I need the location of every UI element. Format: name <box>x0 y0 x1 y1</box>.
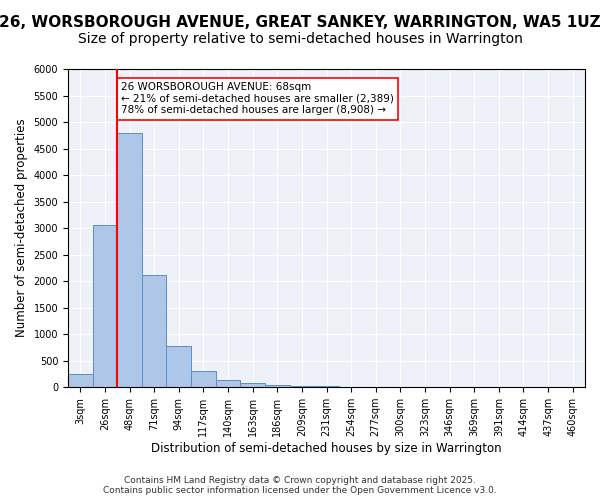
Bar <box>216 380 241 387</box>
Bar <box>166 346 191 387</box>
Text: 26 WORSBOROUGH AVENUE: 68sqm
← 21% of semi-detached houses are smaller (2,389)
7: 26 WORSBOROUGH AVENUE: 68sqm ← 21% of se… <box>121 82 394 116</box>
Text: 26, WORSBOROUGH AVENUE, GREAT SANKEY, WARRINGTON, WA5 1UZ: 26, WORSBOROUGH AVENUE, GREAT SANKEY, WA… <box>0 15 600 30</box>
Bar <box>117 132 142 387</box>
Bar <box>92 226 117 387</box>
Y-axis label: Number of semi-detached properties: Number of semi-detached properties <box>15 119 28 338</box>
Bar <box>265 385 290 387</box>
Bar <box>314 386 339 387</box>
Text: Contains HM Land Registry data © Crown copyright and database right 2025.
Contai: Contains HM Land Registry data © Crown c… <box>103 476 497 495</box>
Bar <box>290 386 314 387</box>
Bar <box>191 371 216 387</box>
Bar <box>142 275 166 387</box>
X-axis label: Distribution of semi-detached houses by size in Warrington: Distribution of semi-detached houses by … <box>151 442 502 455</box>
Bar <box>68 374 92 387</box>
Text: Size of property relative to semi-detached houses in Warrington: Size of property relative to semi-detach… <box>77 32 523 46</box>
Bar <box>241 383 265 387</box>
Bar <box>339 386 364 387</box>
